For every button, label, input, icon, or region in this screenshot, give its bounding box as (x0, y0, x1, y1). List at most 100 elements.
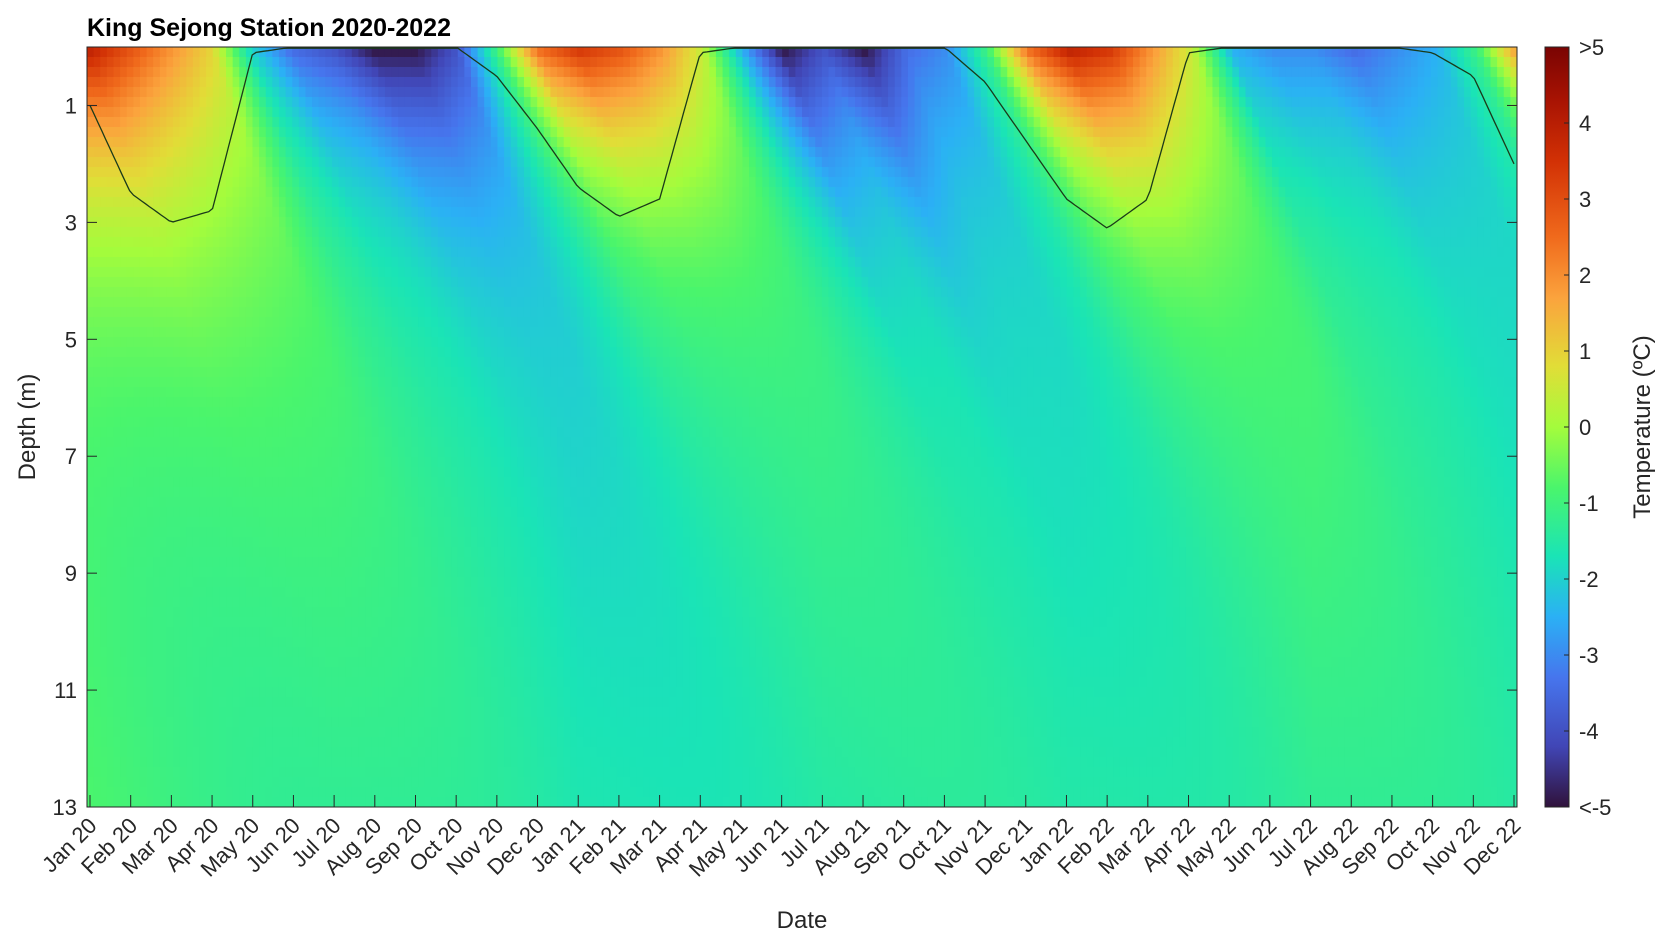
heatmap-cell (576, 257, 585, 268)
heatmap-cell (404, 77, 412, 88)
heatmap-cell (1199, 217, 1207, 228)
heatmap-cell (1013, 177, 1022, 188)
heatmap-cell (510, 257, 518, 268)
heatmap-cell (298, 157, 307, 168)
heatmap-cell (1364, 197, 1372, 208)
heatmap-cell (854, 57, 863, 68)
heatmap-cell (1430, 227, 1439, 238)
heatmap-cell (629, 267, 638, 278)
heatmap-cell (470, 117, 479, 128)
heatmap-cell (762, 57, 770, 68)
heatmap-cell (252, 137, 260, 148)
heatmap-cell (795, 67, 803, 78)
heatmap-cell (1073, 147, 1081, 158)
heatmap-cell (146, 117, 154, 128)
heatmap-cell (451, 47, 459, 58)
heatmap-cell (993, 217, 1002, 228)
heatmap-cell (848, 137, 856, 148)
heatmap-cell (1033, 147, 1041, 158)
heatmap-cell (854, 117, 863, 128)
heatmap-cell (1457, 117, 1465, 128)
heatmap-cell (510, 57, 518, 68)
heatmap-cell (1238, 117, 1247, 128)
heatmap-cell (106, 147, 115, 158)
heatmap-cell (239, 167, 247, 178)
heatmap-cell (808, 67, 816, 78)
heatmap-cell (980, 87, 988, 98)
heatmap-cell (159, 187, 168, 198)
heatmap-cell (610, 137, 618, 148)
heatmap-cell (1377, 77, 1386, 88)
heatmap-cell (954, 147, 962, 158)
heatmap-cell (1510, 207, 1517, 218)
heatmap-cell (1238, 257, 1247, 268)
heatmap-cell (676, 97, 684, 108)
heatmap-cell (907, 267, 916, 278)
heatmap-cell (411, 267, 419, 278)
heatmap-cell (1060, 117, 1068, 128)
heatmap-cell (120, 127, 128, 138)
heatmap-cell (1020, 167, 1028, 178)
heatmap-cell (563, 207, 571, 218)
heatmap-cell (477, 57, 485, 68)
heatmap-cell (1371, 97, 1379, 108)
heatmap-cell (901, 237, 909, 248)
heatmap-cell (808, 257, 816, 268)
heatmap-cell (722, 107, 730, 118)
heatmap-cell (1351, 157, 1359, 168)
heatmap-cell (854, 107, 863, 118)
heatmap-cell (907, 227, 916, 238)
heatmap-cell (1133, 67, 1141, 78)
heatmap-cell (278, 237, 287, 248)
heatmap-cell (199, 277, 207, 288)
heatmap-cell (87, 227, 95, 238)
heatmap-cell (669, 167, 677, 178)
heatmap-cell (1159, 127, 1167, 138)
heatmap-cell (629, 147, 638, 158)
heatmap-cell (762, 217, 770, 228)
heatmap-cell (974, 207, 982, 218)
heatmap-cell (768, 67, 777, 78)
heatmap-cell (1325, 97, 1333, 108)
heatmap-cell (206, 87, 214, 98)
heatmap-cell (424, 157, 432, 168)
heatmap-cell (1040, 187, 1048, 198)
heatmap-cell (378, 107, 386, 118)
heatmap-cell (596, 227, 604, 238)
heatmap-cell (987, 157, 995, 168)
heatmap-cell (636, 217, 644, 228)
heatmap-cell (927, 127, 936, 138)
heatmap-cell (1384, 127, 1392, 138)
heatmap-cell (312, 127, 320, 138)
heatmap-cell (431, 47, 439, 58)
heatmap-cell (868, 267, 876, 278)
heatmap-cell (345, 87, 353, 98)
heatmap-cell (1020, 97, 1028, 108)
heatmap-cell (1099, 227, 1108, 238)
heatmap-cell (1384, 77, 1392, 88)
heatmap-cell (623, 117, 631, 128)
heatmap-cell (755, 147, 763, 158)
heatmap-cell (1225, 257, 1233, 268)
heatmap-cell (1159, 177, 1167, 188)
heatmap-cell (305, 47, 313, 58)
heatmap-cell (835, 77, 843, 88)
heatmap-cell (1020, 127, 1028, 138)
heatmap-cell (709, 157, 717, 168)
heatmap-cell (755, 247, 763, 258)
heatmap-cell (504, 267, 512, 278)
heatmap-cell (676, 197, 684, 208)
heatmap-cell (418, 77, 426, 88)
heatmap-cell (113, 247, 121, 258)
heatmap-cell (901, 97, 909, 108)
heatmap-cell (398, 197, 406, 208)
heatmap-cell (470, 257, 479, 268)
heatmap-cell (1351, 47, 1359, 58)
heatmap-cell (1437, 237, 1445, 248)
heatmap-cell (166, 87, 174, 98)
heatmap-cell (285, 117, 293, 128)
heatmap-cell (179, 167, 187, 178)
heatmap-cell (749, 97, 757, 108)
heatmap-cell (874, 267, 883, 278)
heatmap-cell (907, 167, 916, 178)
